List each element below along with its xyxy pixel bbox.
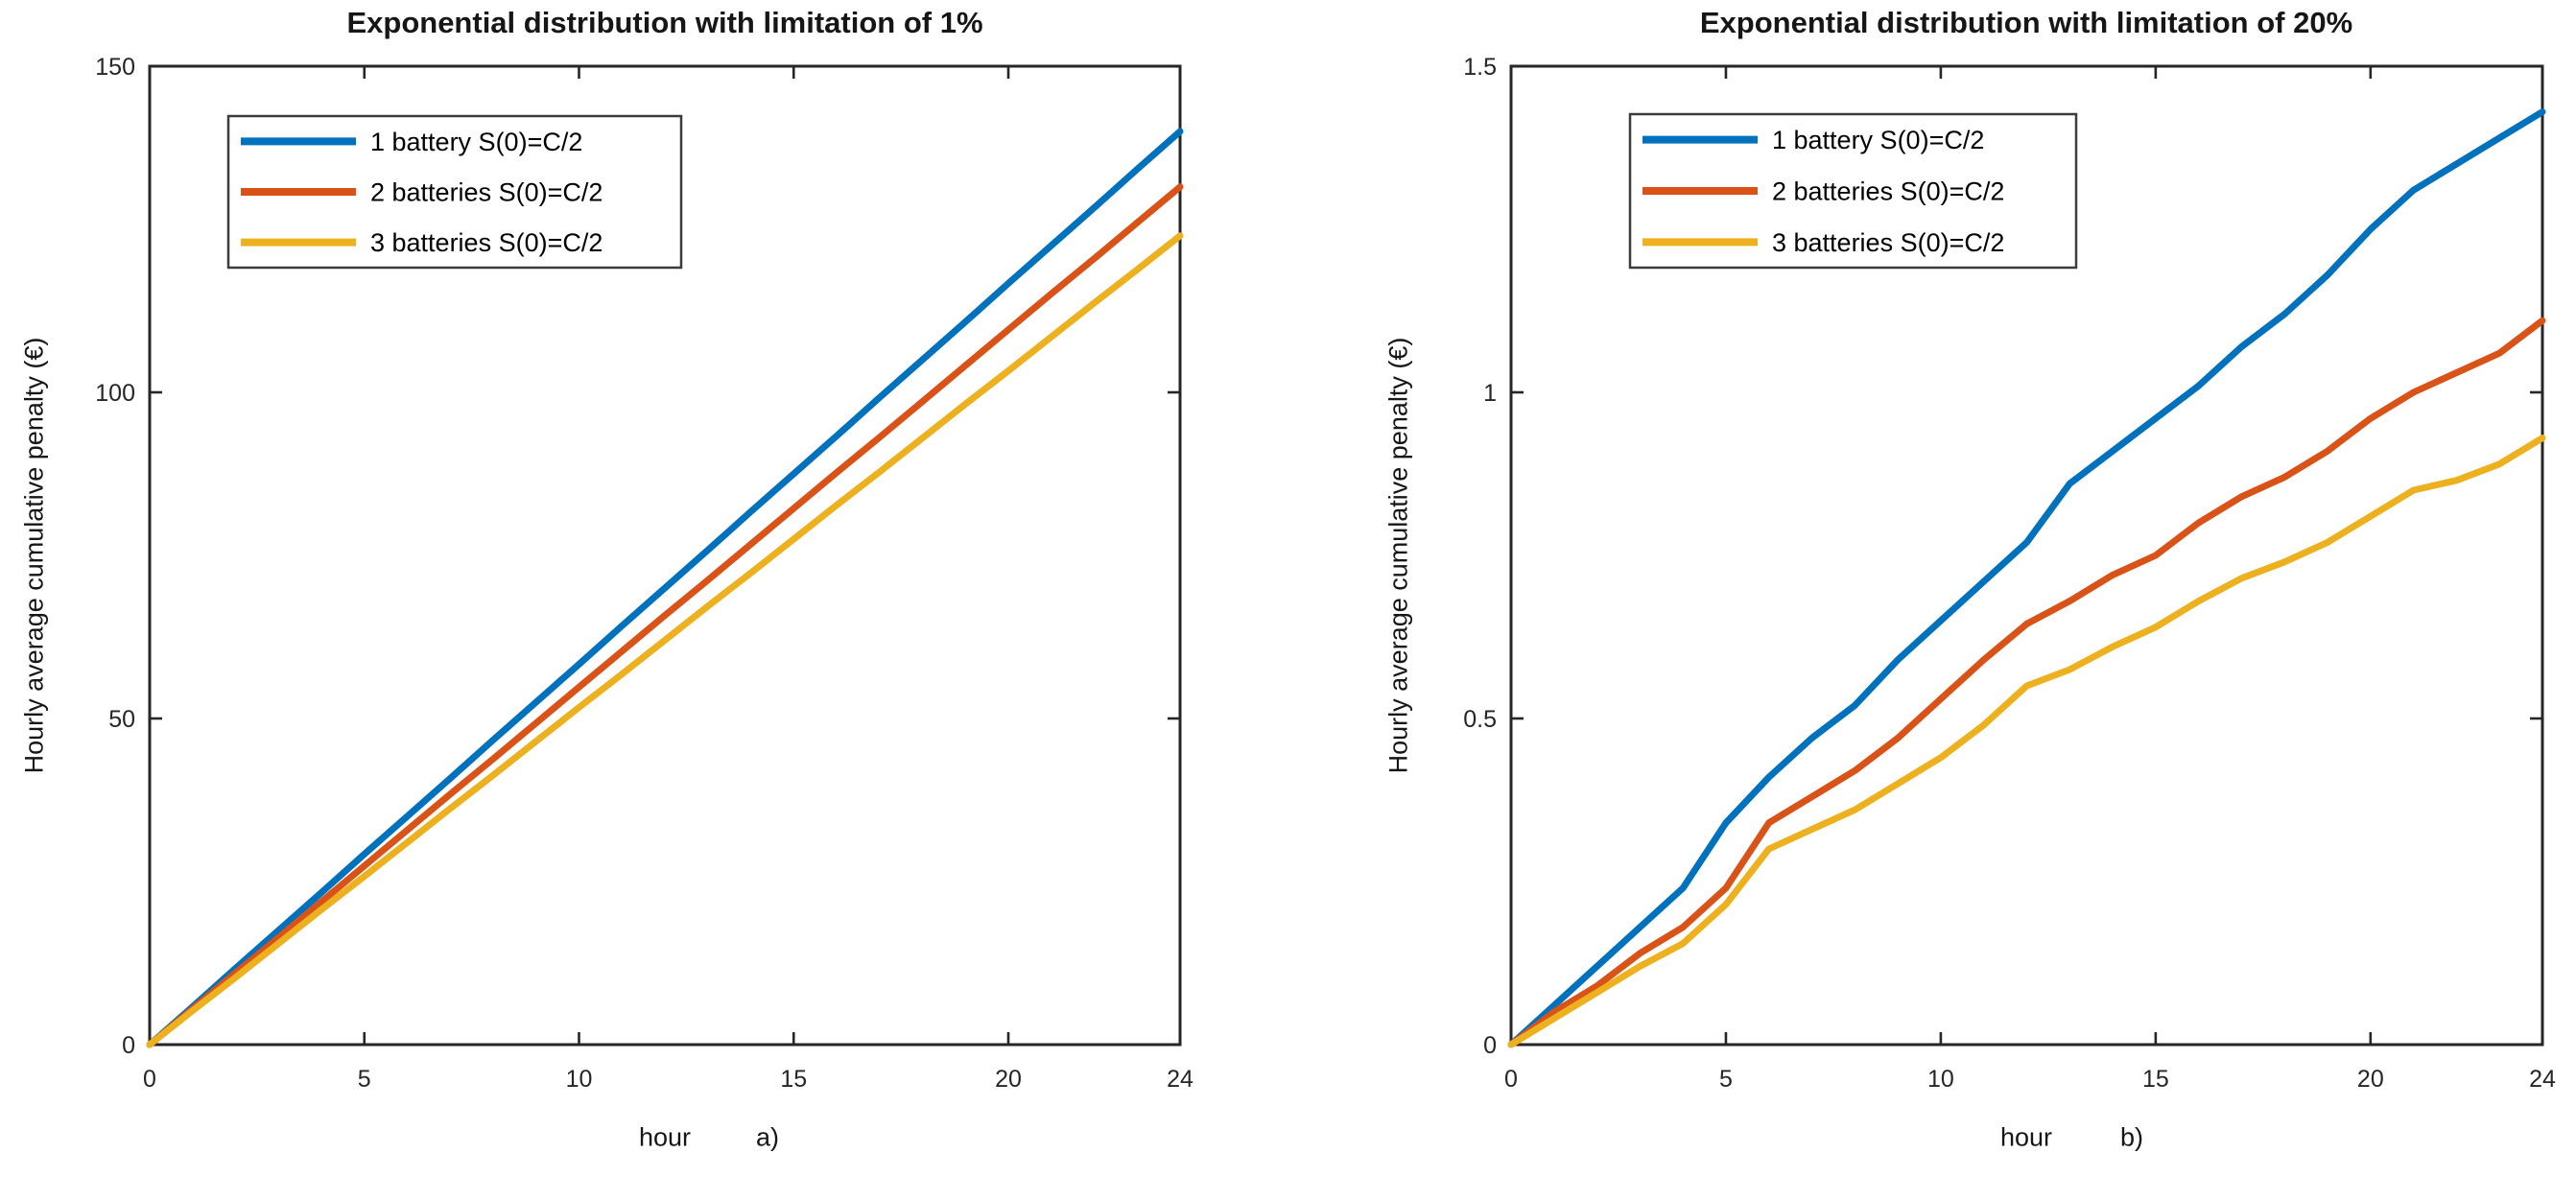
right-legend-label-1: 1 battery S(0)=C/2	[1772, 126, 1984, 154]
right-y-tick-label: 1.5	[1463, 54, 1497, 81]
left-series-line-2	[146, 183, 1184, 1048]
right-y-tick-label: 0	[1483, 1032, 1497, 1059]
left-legend-label-3: 3 batteries S(0)=C/2	[370, 228, 603, 257]
right-chart-title: Exponential distribution with limitation…	[1699, 6, 2353, 39]
left-series-line-3	[146, 232, 1184, 1048]
right-x-tick-label: 15	[2142, 1066, 2169, 1093]
right-panel-label: b)	[2119, 1122, 2144, 1152]
left-y-tick-label: 100	[95, 380, 135, 407]
left-y-tick-label: 0	[122, 1032, 135, 1059]
right-y-tick-label: 1	[1483, 380, 1497, 407]
left-x-tick-label: 15	[780, 1066, 807, 1093]
right-x-tick-label: 5	[1719, 1066, 1733, 1093]
left-x-tick-label: 24	[1167, 1066, 1193, 1093]
left-axes-box	[148, 64, 1182, 1047]
right-series-line-2	[1507, 317, 2546, 1048]
left-y-axis-label: Hourly average cumulative penalty (€)	[19, 337, 49, 774]
right-series-line-1	[1507, 108, 2546, 1048]
right-x-tick-label: 20	[2357, 1066, 2384, 1093]
right-legend-label-3: 3 batteries S(0)=C/2	[1772, 228, 2004, 257]
left-panel-label: a)	[755, 1122, 780, 1152]
left-x-tick-label: 5	[358, 1066, 371, 1093]
right-x-tick-label: 10	[1927, 1066, 1954, 1093]
left-chart-title: Exponential distribution with limitation…	[346, 6, 983, 39]
right-y-axis-label: Hourly average cumulative penalty (€)	[1383, 337, 1413, 774]
right-series-line-3	[1507, 435, 2546, 1048]
left-y-tick-label: 50	[108, 706, 135, 733]
right-x-axis-label: hour	[1999, 1122, 2053, 1152]
right-axes-box	[1509, 64, 2544, 1047]
right-x-tick-label: 24	[2529, 1066, 2556, 1093]
left-y-tick-label: 150	[95, 54, 135, 81]
left-x-tick-label: 10	[566, 1066, 593, 1093]
left-legend-label-2: 2 batteries S(0)=C/2	[370, 178, 603, 207]
left-x-tick-label: 0	[143, 1066, 156, 1093]
right-y-tick-label: 0.5	[1463, 706, 1497, 733]
left-x-tick-label: 20	[995, 1066, 1022, 1093]
left-x-axis-label: hour	[638, 1122, 692, 1152]
left-series-line-1	[146, 128, 1184, 1048]
right-legend-label-2: 2 batteries S(0)=C/2	[1772, 177, 2004, 206]
right-x-tick-label: 0	[1504, 1066, 1518, 1093]
left-legend-label-1: 1 battery S(0)=C/2	[370, 128, 582, 156]
